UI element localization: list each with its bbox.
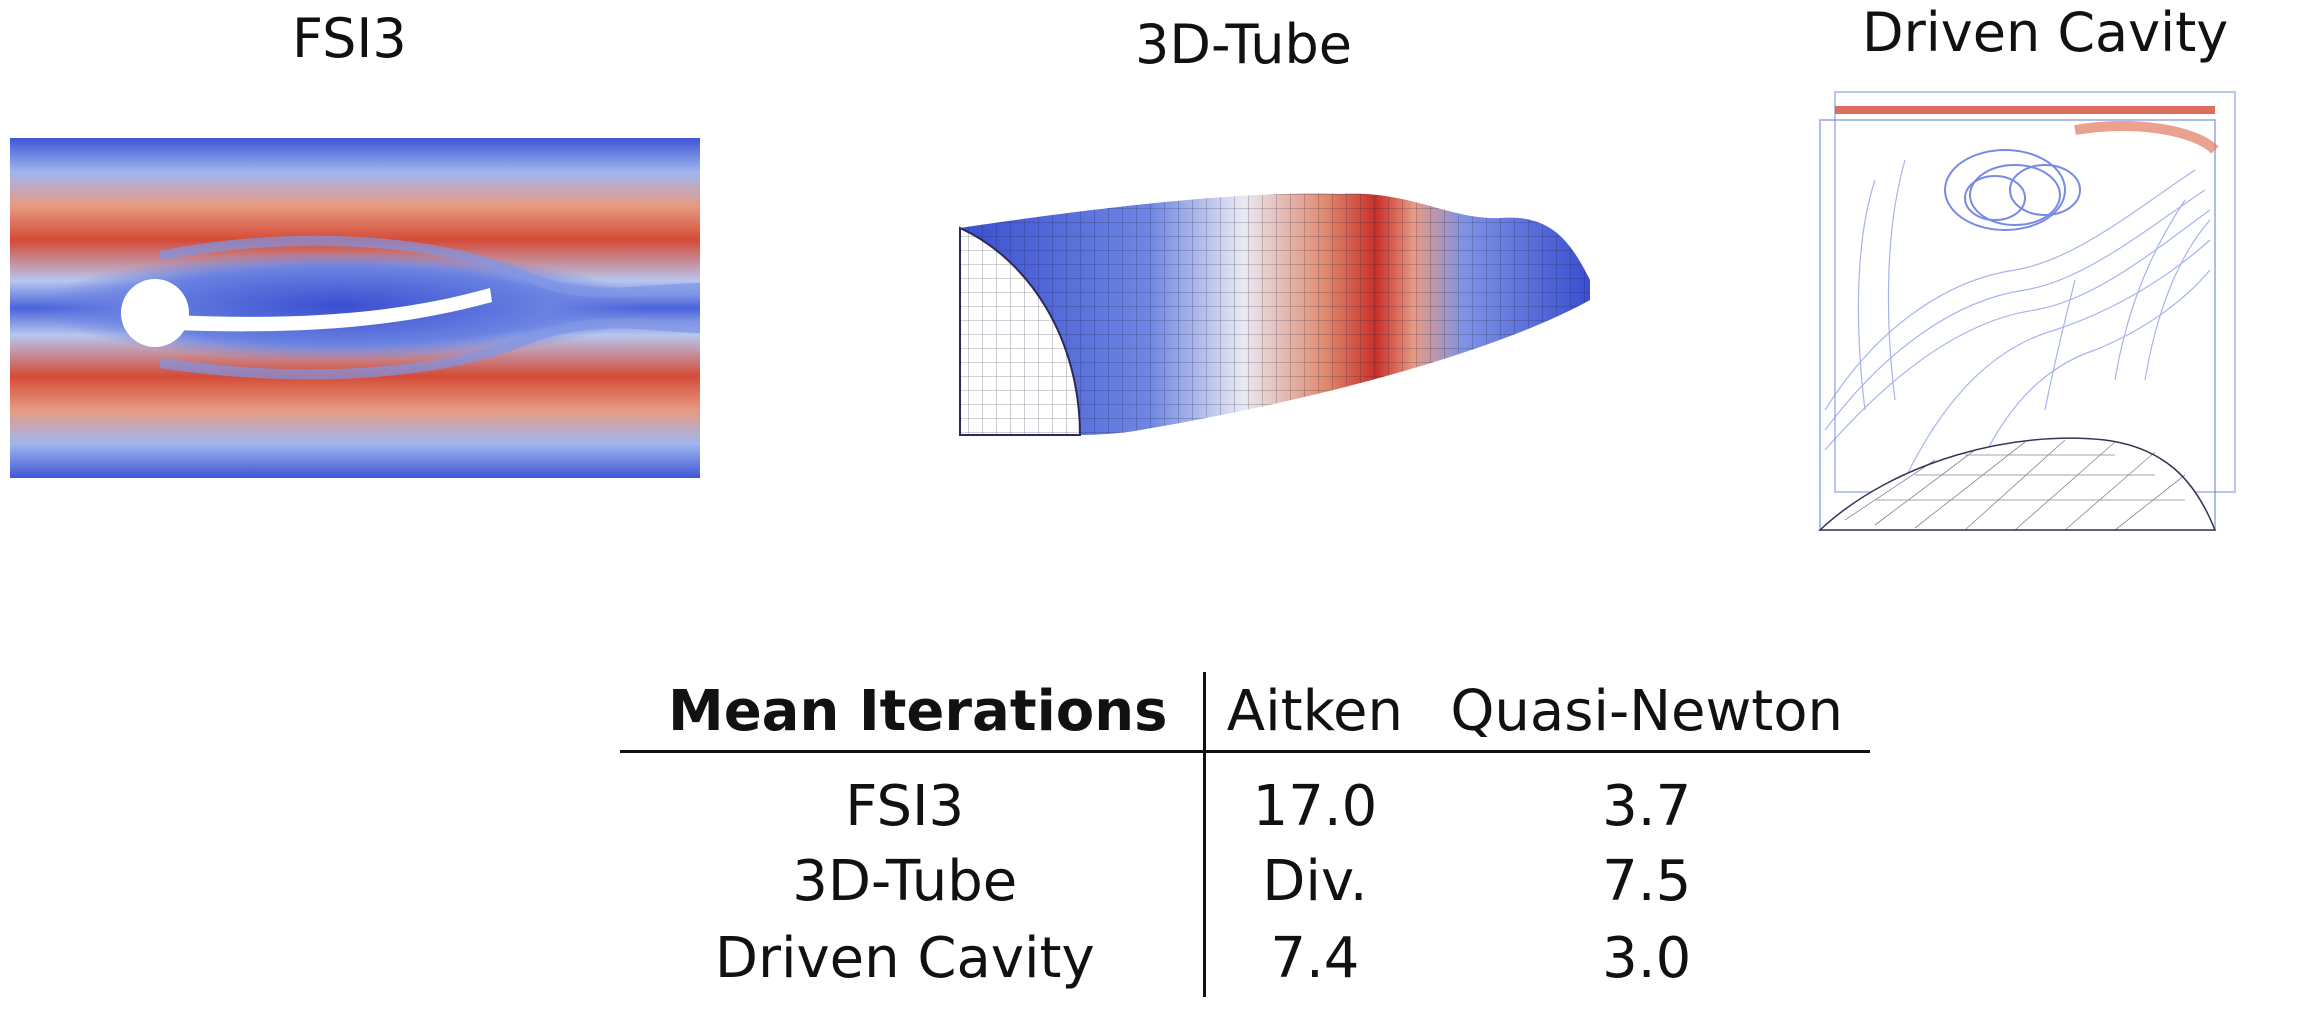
table-cell: 7.5 bbox=[1602, 849, 1692, 914]
table-cell: 3.0 bbox=[1602, 926, 1692, 991]
fsi3-flow-image bbox=[10, 138, 700, 478]
table-header-label: Mean Iterations bbox=[620, 672, 1207, 753]
table-cell: 7.4 bbox=[1270, 926, 1360, 991]
table-cell: 17.0 bbox=[1252, 773, 1378, 839]
cavity-box-back bbox=[1834, 91, 2236, 493]
tube-body-mesh bbox=[960, 193, 1590, 435]
row-label: Driven Cavity bbox=[620, 920, 1207, 997]
cavity-vortex bbox=[1944, 149, 2081, 231]
fsi3-upper-stream bbox=[158, 235, 700, 298]
table-cell: Div. bbox=[1262, 849, 1368, 914]
fsi3-flag bbox=[170, 288, 492, 332]
tube-mesh-image bbox=[940, 180, 1620, 450]
cavity-dome bbox=[1818, 437, 2217, 531]
tube-cross-section-mesh bbox=[960, 228, 1080, 435]
table-cell: 3.7 bbox=[1602, 773, 1692, 839]
fsi3-wake bbox=[40, 251, 640, 361]
table-row: FSI3 17.0 3.7 bbox=[620, 751, 1870, 843]
row-label: 3D-Tube bbox=[620, 843, 1207, 920]
mean-iterations-table: Mean Iterations Aitken Quasi-Newton FSI3… bbox=[620, 672, 1870, 997]
column-header-quasi-newton: Quasi-Newton bbox=[1423, 672, 1870, 753]
panel-title-driven-cavity: Driven Cavity bbox=[1862, 1, 2229, 64]
panel-title-fsi3: FSI3 bbox=[292, 7, 407, 70]
table-row: 3D-Tube Div. 7.5 bbox=[620, 843, 1870, 920]
panel-title-3d-tube: 3D-Tube bbox=[1135, 13, 1352, 76]
row-label: FSI3 bbox=[620, 751, 1207, 843]
fsi3-lower-stream bbox=[159, 318, 700, 380]
table-row: Driven Cavity 7.4 3.0 bbox=[620, 920, 1870, 997]
cavity-dome-mesh bbox=[1844, 439, 2186, 531]
table-header-row: Mean Iterations Aitken Quasi-Newton bbox=[620, 672, 1870, 753]
cavity-streamlines bbox=[1824, 159, 2211, 501]
fsi3-cylinder bbox=[121, 279, 189, 347]
cavity-streamlines-image bbox=[1815, 80, 2255, 540]
column-header-aitken: Aitken bbox=[1204, 672, 1424, 753]
